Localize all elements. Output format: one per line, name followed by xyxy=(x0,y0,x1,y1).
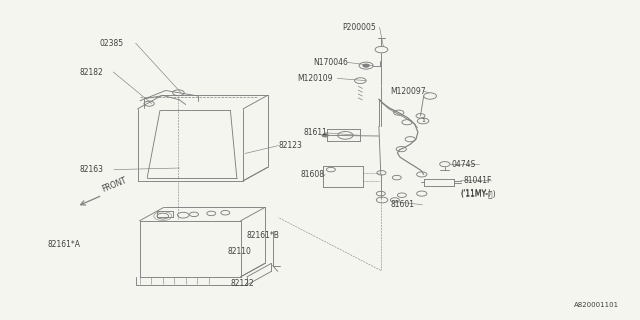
Text: 82123: 82123 xyxy=(278,141,302,150)
Text: 82182: 82182 xyxy=(80,68,104,76)
Text: P200005: P200005 xyxy=(342,23,376,32)
Text: M120109: M120109 xyxy=(298,74,333,83)
Text: 81041F: 81041F xyxy=(464,176,492,185)
Text: M120097: M120097 xyxy=(390,87,426,96)
Text: 81611: 81611 xyxy=(304,128,328,137)
Text: 81601: 81601 xyxy=(390,200,415,209)
Text: 82110: 82110 xyxy=(227,247,251,256)
Text: N170046: N170046 xyxy=(314,58,348,67)
Text: 02385: 02385 xyxy=(99,39,124,48)
Text: 82161*A: 82161*A xyxy=(48,240,81,249)
Text: 82163: 82163 xyxy=(80,165,104,174)
Text: 82161*B: 82161*B xyxy=(246,231,279,240)
Text: 81608: 81608 xyxy=(301,170,324,179)
Circle shape xyxy=(322,134,328,137)
Text: A820001101: A820001101 xyxy=(574,302,620,308)
Text: 0474S: 0474S xyxy=(451,160,476,169)
Text: (’11MY-): (’11MY-) xyxy=(461,189,492,198)
Text: 82122: 82122 xyxy=(230,279,254,288)
Text: (’11MY-　): (’11MY- ) xyxy=(461,189,497,198)
Text: FRONT: FRONT xyxy=(100,176,128,194)
Text: 1: 1 xyxy=(421,118,425,124)
Circle shape xyxy=(363,64,369,67)
